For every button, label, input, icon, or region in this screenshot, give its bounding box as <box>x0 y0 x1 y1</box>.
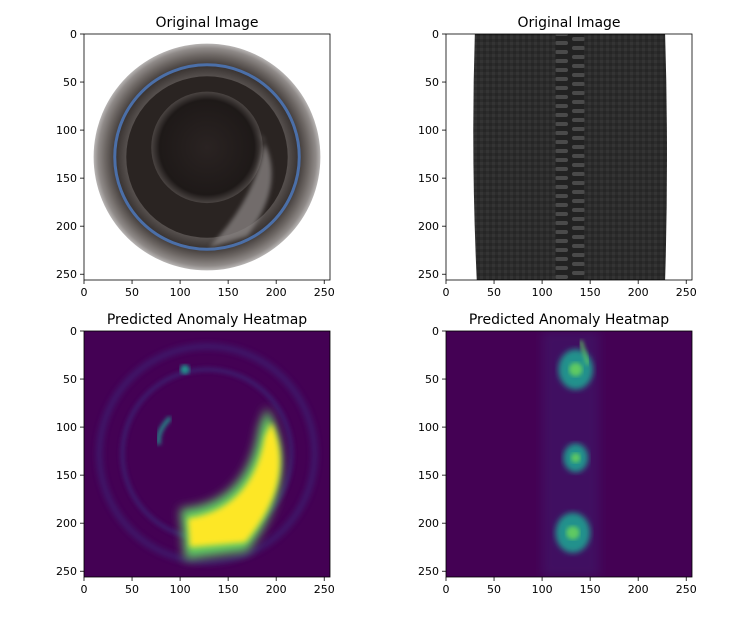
y-tick-label: 150 <box>418 172 439 185</box>
y-tick-label: 200 <box>418 220 439 233</box>
x-tick-label: 100 <box>170 286 191 299</box>
axes-frame <box>445 330 693 578</box>
bottle-anomaly-hotspot <box>187 422 281 548</box>
x-tick-label: 0 <box>81 286 88 299</box>
y-tick-label: 250 <box>418 268 439 281</box>
zipper-teeth <box>555 34 585 280</box>
subplot-title: Original Image <box>517 15 620 31</box>
y-tick-label: 0 <box>432 325 439 338</box>
x-tick-label: 200 <box>628 583 649 596</box>
x-tick-label: 100 <box>170 583 191 596</box>
y-tick-label: 150 <box>56 172 77 185</box>
axes-frame <box>83 330 331 578</box>
x-tick-label: 50 <box>125 583 139 596</box>
image-zipper <box>446 34 692 280</box>
subplot-4: 0 50 100 150 200 250 0 50 100 150 200 250 Predicted … <box>418 312 697 596</box>
subplot-title: Original Image <box>155 15 258 31</box>
image-bottle-anomaly <box>84 331 330 577</box>
y-tick-label: 50 <box>63 76 77 89</box>
x-tick-label: 100 <box>532 286 553 299</box>
axes-frame <box>83 33 331 281</box>
y-tick-label: 250 <box>418 565 439 578</box>
y-tick-label: 250 <box>56 565 77 578</box>
x-tick-label: 0 <box>443 583 450 596</box>
image-bottle-top-view <box>84 34 330 280</box>
bottle-blue-ring <box>113 63 301 251</box>
x-tick-label: 200 <box>628 286 649 299</box>
bottle-defect <box>208 130 272 248</box>
axes-frame <box>445 33 693 281</box>
x-tick-label: 0 <box>443 286 450 299</box>
image-zipper-anomaly <box>446 331 692 577</box>
x-tick-label: 50 <box>125 286 139 299</box>
x-tick-label: 50 <box>487 286 501 299</box>
subplot-1: 0 50 100 150 200 250 0 50 100 150 200 250 Original I… <box>56 15 335 299</box>
x-tick-label: 100 <box>532 583 553 596</box>
x-tick-label: 200 <box>266 286 287 299</box>
subplot-3: 0 50 100 150 200 250 0 50 100 150 200 250 Predicted … <box>56 312 335 596</box>
x-tick-label: 150 <box>580 583 601 596</box>
y-tick-label: 200 <box>56 220 77 233</box>
x-tick-label: 50 <box>487 583 501 596</box>
subplot-title: Predicted Anomaly Heatmap <box>107 312 307 328</box>
x-tick-label: 0 <box>81 583 88 596</box>
x-tick-label: 250 <box>676 583 697 596</box>
bottle-anomaly-arc <box>156 416 172 445</box>
y-tick-label: 50 <box>425 76 439 89</box>
subplot-title: Predicted Anomaly Heatmap <box>469 312 669 328</box>
subplot-2: 0 50 100 150 200 250 0 50 100 150 200 250 Original I… <box>418 15 697 299</box>
bottle-opening <box>151 91 263 204</box>
x-tick-label: 200 <box>266 583 287 596</box>
y-tick-label: 50 <box>63 373 77 386</box>
x-tick-label: 150 <box>218 583 239 596</box>
y-tick-label: 0 <box>70 325 77 338</box>
y-tick-label: 100 <box>418 421 439 434</box>
y-tick-label: 150 <box>418 469 439 482</box>
y-tick-label: 0 <box>432 28 439 41</box>
y-tick-label: 50 <box>425 373 439 386</box>
x-tick-label: 250 <box>314 583 335 596</box>
y-tick-label: 250 <box>56 268 77 281</box>
x-tick-label: 150 <box>580 286 601 299</box>
x-tick-label: 250 <box>676 286 697 299</box>
x-tick-label: 150 <box>218 286 239 299</box>
y-tick-label: 100 <box>418 124 439 137</box>
x-tick-label: 250 <box>314 286 335 299</box>
y-tick-label: 150 <box>56 469 77 482</box>
y-tick-label: 100 <box>56 124 77 137</box>
y-tick-label: 200 <box>418 517 439 530</box>
y-tick-label: 100 <box>56 421 77 434</box>
y-tick-label: 200 <box>56 517 77 530</box>
y-tick-label: 0 <box>70 28 77 41</box>
